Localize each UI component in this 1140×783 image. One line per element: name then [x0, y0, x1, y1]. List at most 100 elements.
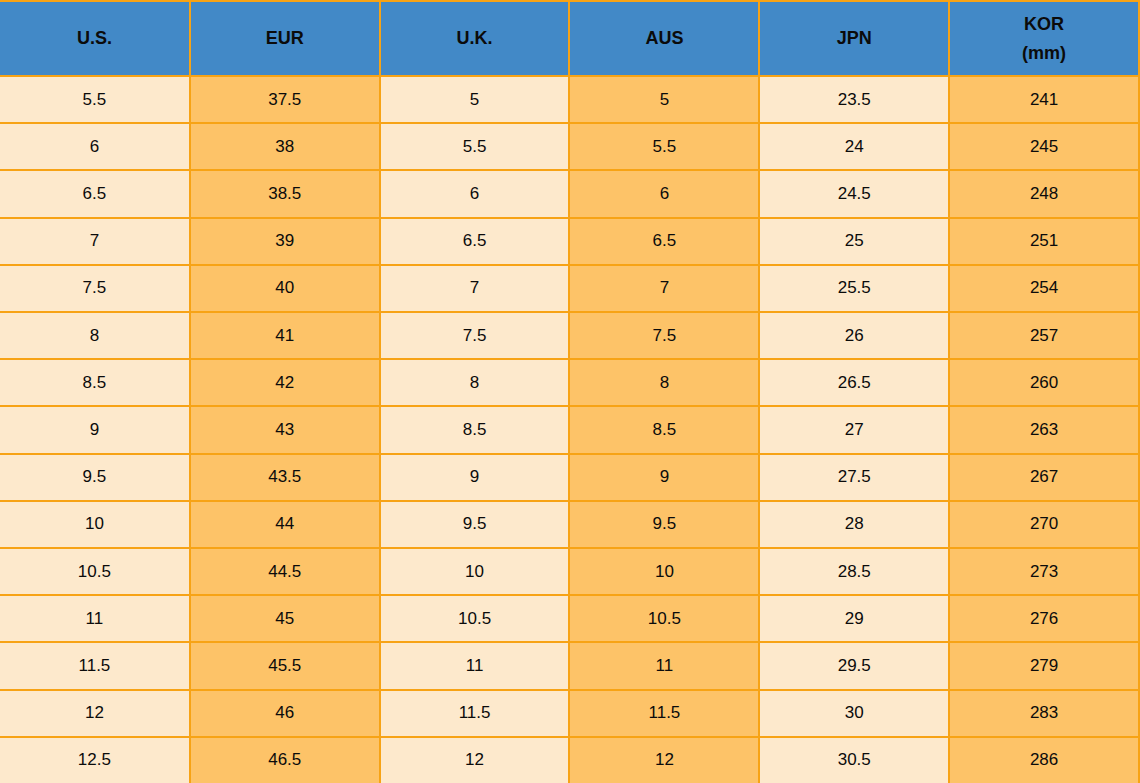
table-row: 6385.55.524245 — [0, 123, 1139, 170]
table-cell-jpn: 25.5 — [759, 265, 949, 312]
table-row: 9.543.59927.5267 — [0, 454, 1139, 501]
table-cell-eur: 45 — [190, 595, 380, 642]
table-cell-uk: 11.5 — [380, 690, 570, 737]
table-cell-jpn: 29 — [759, 595, 949, 642]
table-cell-aus: 5.5 — [569, 123, 759, 170]
table-row: 10449.59.528270 — [0, 501, 1139, 548]
table-cell-uk: 7.5 — [380, 312, 570, 359]
table-cell-eur: 40 — [190, 265, 380, 312]
table-cell-kor: 248 — [949, 170, 1139, 217]
table-cell-us: 6.5 — [0, 170, 190, 217]
table-row: 8.5428826.5260 — [0, 359, 1139, 406]
table-cell-kor: 251 — [949, 218, 1139, 265]
table-cell-us: 10.5 — [0, 548, 190, 595]
table-cell-aus: 8 — [569, 359, 759, 406]
table-cell-kor: 283 — [949, 690, 1139, 737]
table-cell-uk: 5 — [380, 76, 570, 123]
table-cell-kor: 245 — [949, 123, 1139, 170]
table-row: 7.5407725.5254 — [0, 265, 1139, 312]
table-cell-jpn: 27 — [759, 406, 949, 453]
table-cell-us: 9 — [0, 406, 190, 453]
table-cell-eur: 46 — [190, 690, 380, 737]
table-row: 114510.510.529276 — [0, 595, 1139, 642]
table-cell-kor: 254 — [949, 265, 1139, 312]
table-cell-aus: 10.5 — [569, 595, 759, 642]
table-cell-aus: 9 — [569, 454, 759, 501]
table-cell-us: 8.5 — [0, 359, 190, 406]
table-cell-uk: 8.5 — [380, 406, 570, 453]
table-cell-uk: 8 — [380, 359, 570, 406]
table-cell-aus: 11 — [569, 642, 759, 689]
table-cell-uk: 9 — [380, 454, 570, 501]
table-cell-uk: 10.5 — [380, 595, 570, 642]
table-cell-jpn: 25 — [759, 218, 949, 265]
table-cell-jpn: 26 — [759, 312, 949, 359]
table-cell-jpn: 23.5 — [759, 76, 949, 123]
table-cell-jpn: 24 — [759, 123, 949, 170]
table-row: 124611.511.530283 — [0, 690, 1139, 737]
table-row: 9438.58.527263 — [0, 406, 1139, 453]
table-cell-us: 12.5 — [0, 737, 190, 783]
table-cell-aus: 5 — [569, 76, 759, 123]
header-row: U.S.EURU.K.AUSJPNKOR (mm) — [0, 1, 1139, 76]
table-cell-jpn: 29.5 — [759, 642, 949, 689]
table-cell-eur: 46.5 — [190, 737, 380, 783]
table-cell-uk: 12 — [380, 737, 570, 783]
table-cell-eur: 38.5 — [190, 170, 380, 217]
table-cell-us: 8 — [0, 312, 190, 359]
table-cell-kor: 267 — [949, 454, 1139, 501]
table-cell-aus: 10 — [569, 548, 759, 595]
table-cell-us: 9.5 — [0, 454, 190, 501]
table-cell-aus: 6 — [569, 170, 759, 217]
table-cell-jpn: 30.5 — [759, 737, 949, 783]
table-cell-uk: 5.5 — [380, 123, 570, 170]
table-cell-jpn: 24.5 — [759, 170, 949, 217]
table-cell-jpn: 26.5 — [759, 359, 949, 406]
table-cell-eur: 43 — [190, 406, 380, 453]
table-cell-kor: 286 — [949, 737, 1139, 783]
table-row: 7396.56.525251 — [0, 218, 1139, 265]
table-cell-kor: 241 — [949, 76, 1139, 123]
table-cell-kor: 276 — [949, 595, 1139, 642]
table-cell-eur: 44 — [190, 501, 380, 548]
table-cell-kor: 270 — [949, 501, 1139, 548]
table-row: 11.545.5111129.5279 — [0, 642, 1139, 689]
table-cell-eur: 44.5 — [190, 548, 380, 595]
table-cell-us: 11 — [0, 595, 190, 642]
table-cell-aus: 6.5 — [569, 218, 759, 265]
table-cell-aus: 9.5 — [569, 501, 759, 548]
table-cell-us: 7 — [0, 218, 190, 265]
column-header-eur: EUR — [190, 1, 380, 76]
table-row: 12.546.5121230.5286 — [0, 737, 1139, 783]
table-cell-uk: 9.5 — [380, 501, 570, 548]
table-cell-us: 6 — [0, 123, 190, 170]
table-cell-us: 11.5 — [0, 642, 190, 689]
table-cell-us: 5.5 — [0, 76, 190, 123]
table-cell-us: 10 — [0, 501, 190, 548]
table-cell-eur: 37.5 — [190, 76, 380, 123]
table-cell-aus: 7.5 — [569, 312, 759, 359]
table-cell-us: 12 — [0, 690, 190, 737]
table-cell-uk: 7 — [380, 265, 570, 312]
table-cell-uk: 6.5 — [380, 218, 570, 265]
table-cell-eur: 39 — [190, 218, 380, 265]
table-row: 10.544.5101028.5273 — [0, 548, 1139, 595]
table-cell-kor: 257 — [949, 312, 1139, 359]
table-cell-eur: 43.5 — [190, 454, 380, 501]
table-cell-kor: 279 — [949, 642, 1139, 689]
table-cell-jpn: 27.5 — [759, 454, 949, 501]
table-cell-uk: 10 — [380, 548, 570, 595]
column-header-uk: U.K. — [380, 1, 570, 76]
table-cell-kor: 273 — [949, 548, 1139, 595]
table-row: 8417.57.526257 — [0, 312, 1139, 359]
column-header-aus: AUS — [569, 1, 759, 76]
table-cell-eur: 45.5 — [190, 642, 380, 689]
table-cell-uk: 11 — [380, 642, 570, 689]
table-cell-jpn: 28 — [759, 501, 949, 548]
table-cell-us: 7.5 — [0, 265, 190, 312]
column-header-us: U.S. — [0, 1, 190, 76]
column-header-kor: KOR (mm) — [949, 1, 1139, 76]
table-cell-eur: 38 — [190, 123, 380, 170]
table-cell-aus: 7 — [569, 265, 759, 312]
table-row: 5.537.55523.5241 — [0, 76, 1139, 123]
